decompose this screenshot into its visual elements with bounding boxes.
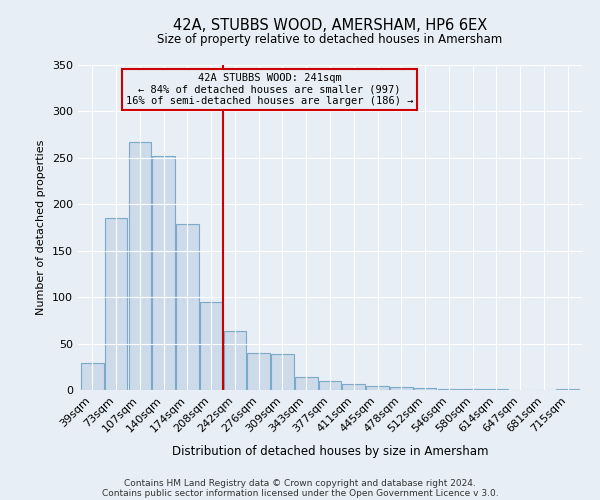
Bar — [105, 218, 127, 390]
Text: Contains HM Land Registry data © Crown copyright and database right 2024.: Contains HM Land Registry data © Crown c… — [124, 478, 476, 488]
Bar — [390, 387, 413, 390]
Bar — [81, 363, 104, 390]
Bar — [224, 330, 246, 390]
Text: 42A STUBBS WOOD: 241sqm
← 84% of detached houses are smaller (997)
16% of semi-d: 42A STUBBS WOOD: 241sqm ← 84% of detache… — [126, 73, 413, 106]
Bar — [271, 354, 294, 390]
Bar — [176, 224, 199, 390]
Bar — [200, 302, 223, 390]
Text: Contains public sector information licensed under the Open Government Licence v : Contains public sector information licen… — [101, 488, 499, 498]
Bar — [343, 384, 365, 390]
Bar — [366, 386, 389, 390]
Bar — [295, 377, 317, 390]
Bar — [128, 142, 151, 390]
Text: 42A, STUBBS WOOD, AMERSHAM, HP6 6EX: 42A, STUBBS WOOD, AMERSHAM, HP6 6EX — [173, 18, 487, 32]
Bar — [461, 389, 484, 390]
Bar — [556, 389, 579, 390]
Y-axis label: Number of detached properties: Number of detached properties — [37, 140, 46, 315]
Bar — [437, 389, 460, 390]
Bar — [485, 389, 508, 390]
Bar — [414, 388, 436, 390]
Bar — [152, 156, 175, 390]
Bar — [247, 353, 270, 390]
X-axis label: Distribution of detached houses by size in Amersham: Distribution of detached houses by size … — [172, 445, 488, 458]
Bar — [319, 380, 341, 390]
Text: Size of property relative to detached houses in Amersham: Size of property relative to detached ho… — [157, 32, 503, 46]
